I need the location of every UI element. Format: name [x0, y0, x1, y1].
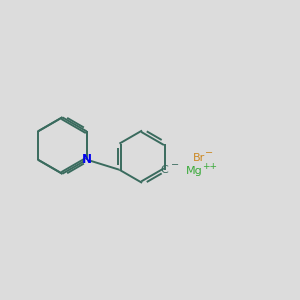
Text: −: −: [171, 160, 179, 170]
Text: C: C: [161, 165, 169, 175]
Text: Mg: Mg: [186, 166, 203, 176]
Text: ++: ++: [202, 162, 217, 171]
Text: Br: Br: [193, 153, 205, 163]
Text: −: −: [205, 148, 213, 158]
Text: N: N: [82, 153, 92, 166]
